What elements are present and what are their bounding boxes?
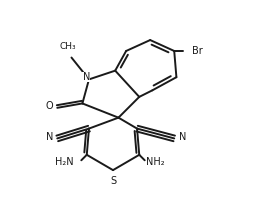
Text: S: S (110, 176, 116, 186)
Text: H₂N: H₂N (55, 158, 73, 167)
Text: N: N (45, 132, 53, 142)
Text: N: N (82, 72, 89, 82)
Text: N: N (179, 132, 186, 142)
Text: O: O (46, 101, 54, 111)
Text: Br: Br (192, 46, 203, 56)
Text: N: N (83, 72, 91, 82)
Text: CH₃: CH₃ (60, 42, 76, 51)
Text: NH₂: NH₂ (146, 158, 165, 167)
